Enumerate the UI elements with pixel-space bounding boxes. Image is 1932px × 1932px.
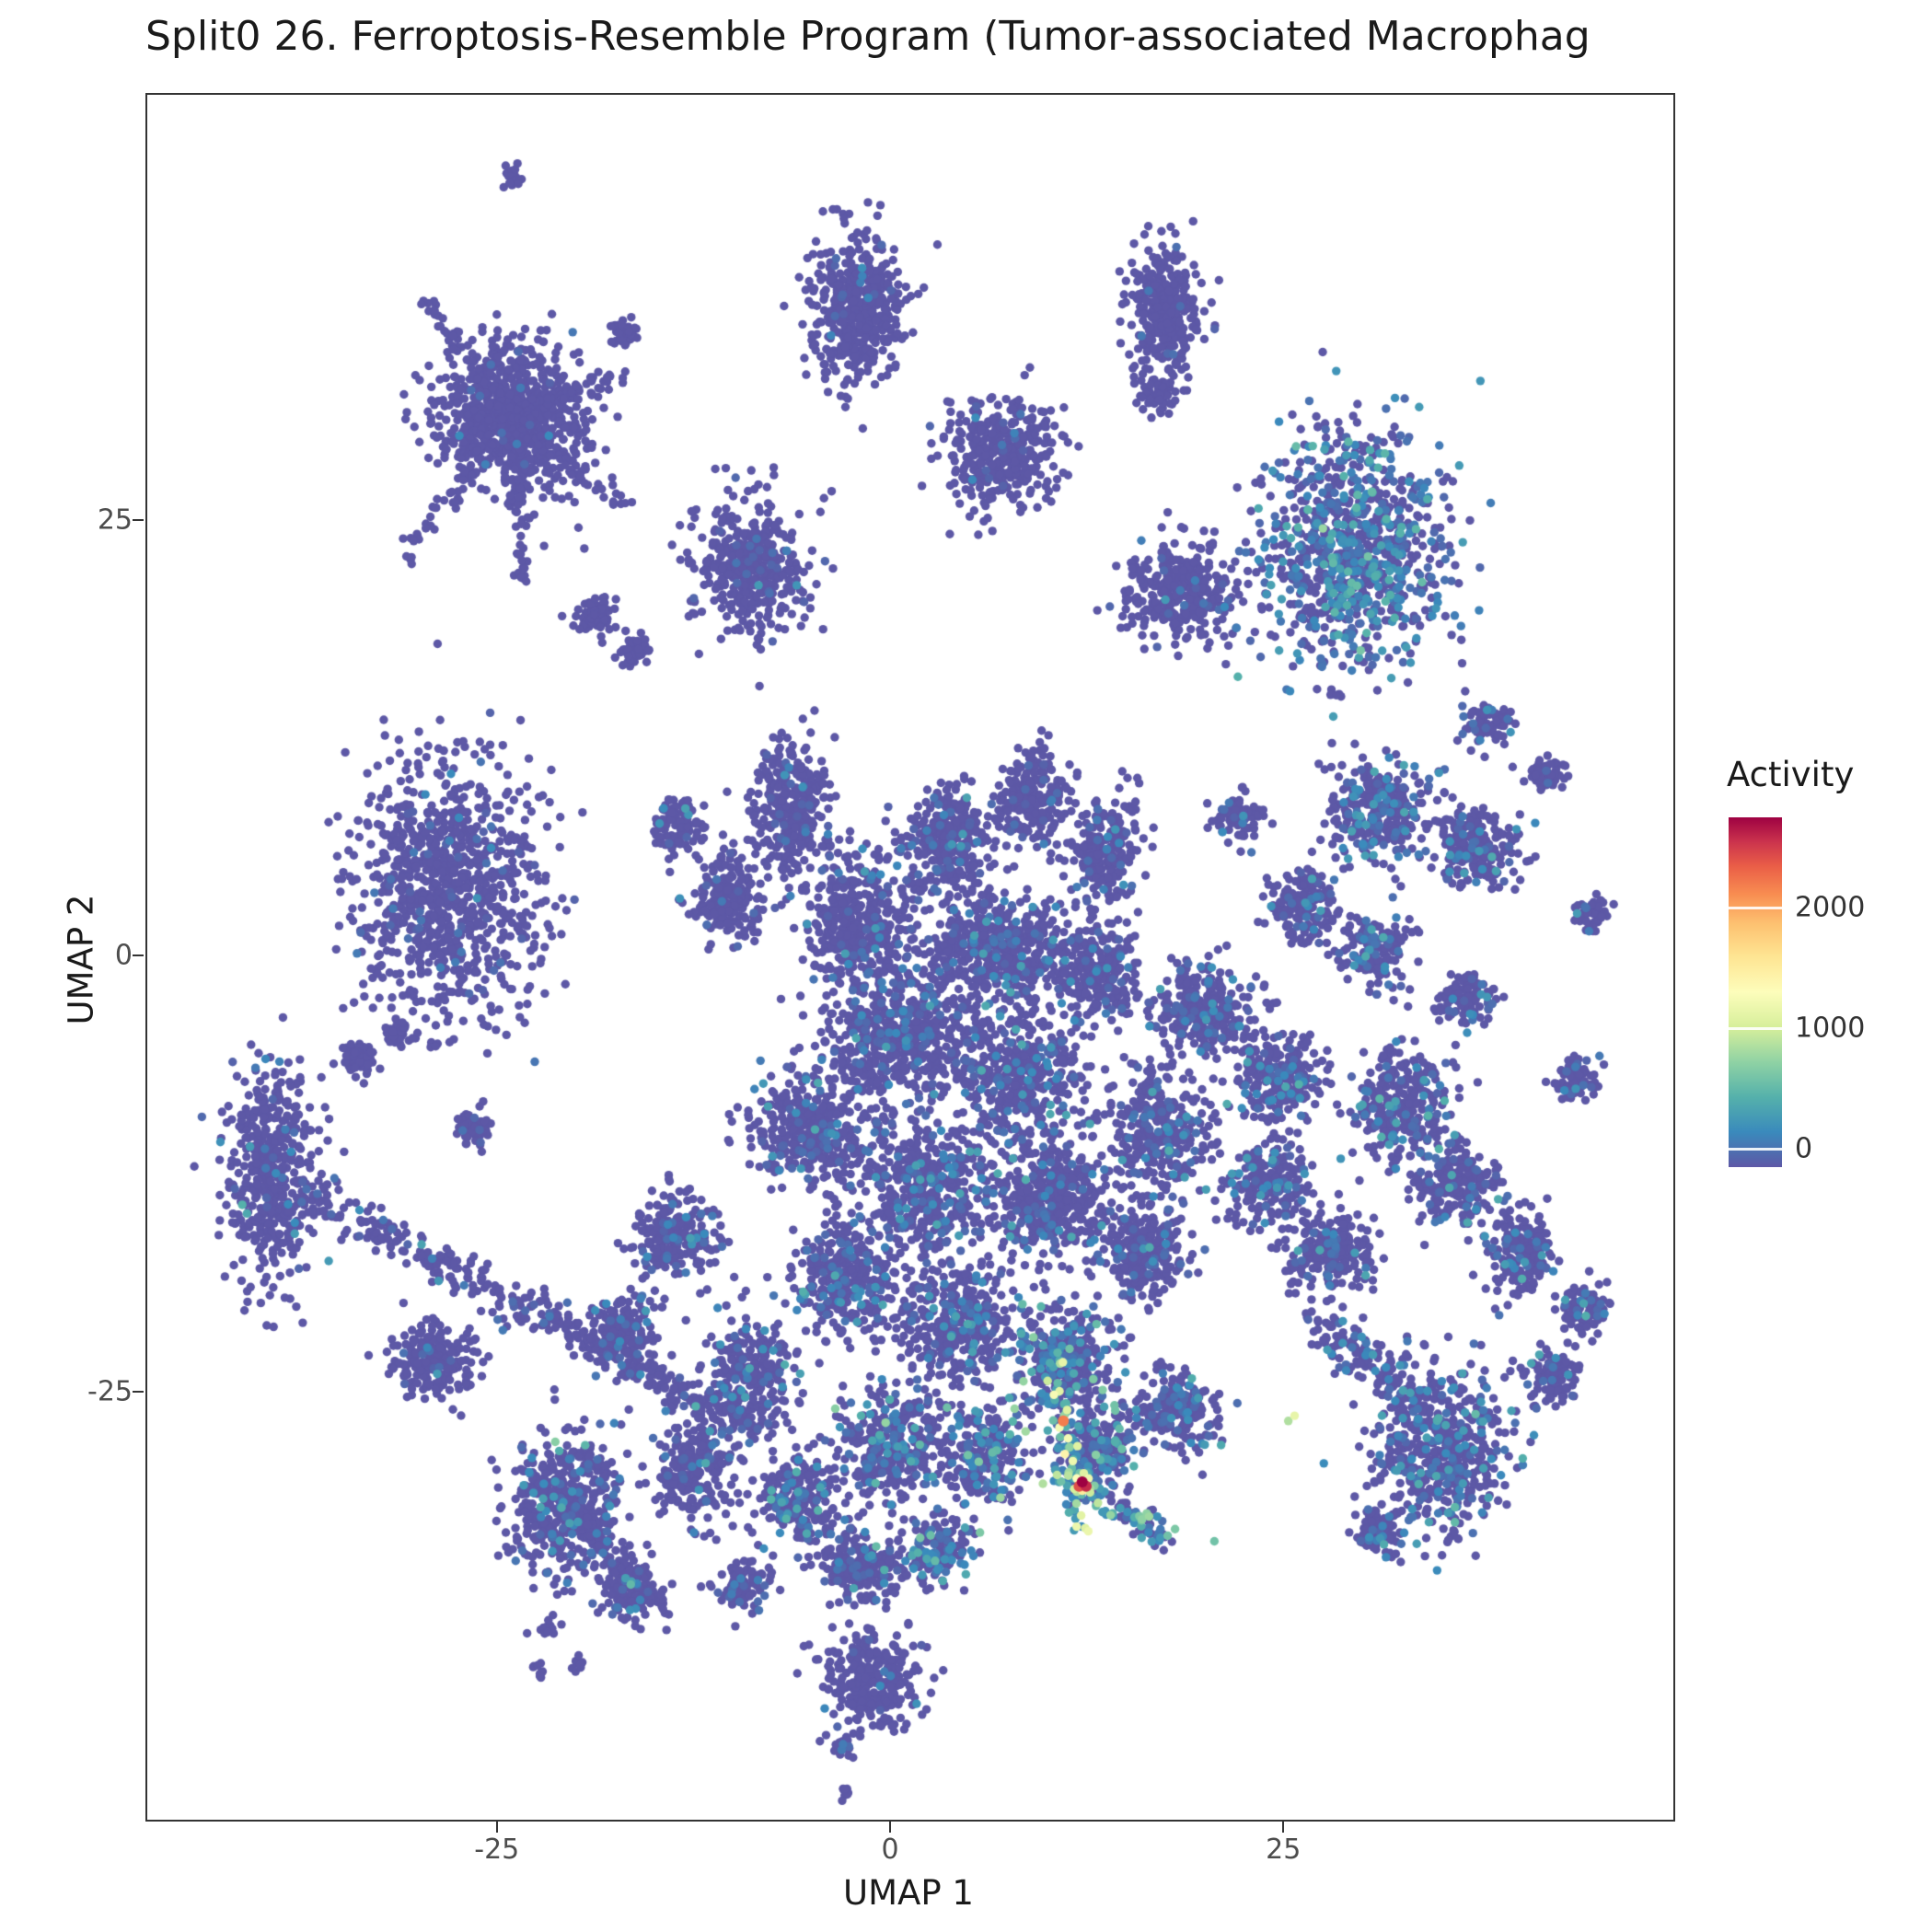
colorbar-tick-label: 1000: [1795, 1012, 1866, 1045]
colorbar-tick-line: [1729, 906, 1782, 909]
x-axis-title: UMAP 1: [843, 1873, 974, 1913]
y-tick-mark: [133, 954, 144, 956]
y-tick-mark: [133, 518, 144, 521]
y-axis-title: UMAP 2: [61, 894, 101, 1025]
colorbar-tick-label: 2000: [1795, 891, 1866, 924]
x-tick-mark: [495, 1822, 498, 1833]
x-tick-label: 25: [1266, 1834, 1301, 1866]
colorbar-tick-line: [1729, 1147, 1782, 1151]
y-tick-label: 25: [97, 503, 133, 536]
x-tick-mark: [889, 1822, 891, 1833]
activity-colorbar: [1729, 817, 1782, 1167]
x-tick-mark: [1282, 1822, 1285, 1833]
plot-panel: [145, 93, 1675, 1822]
x-tick-label: -25: [474, 1834, 520, 1866]
y-tick-label: -25: [87, 1375, 133, 1407]
activity-legend: Activity 0 1000 2000: [1727, 755, 1865, 1167]
scatter-canvas[interactable]: [147, 95, 1673, 1820]
colorbar-tick-line: [1729, 1026, 1782, 1030]
colorbar-tick-label: 0: [1795, 1132, 1813, 1165]
x-tick-label: 0: [881, 1834, 899, 1866]
y-tick-mark: [133, 1390, 144, 1393]
y-tick-label: 0: [114, 939, 133, 972]
chart-title: Split0 26. Ferroptosis-Resemble Program …: [145, 13, 1591, 60]
legend-title: Activity: [1727, 755, 1855, 794]
